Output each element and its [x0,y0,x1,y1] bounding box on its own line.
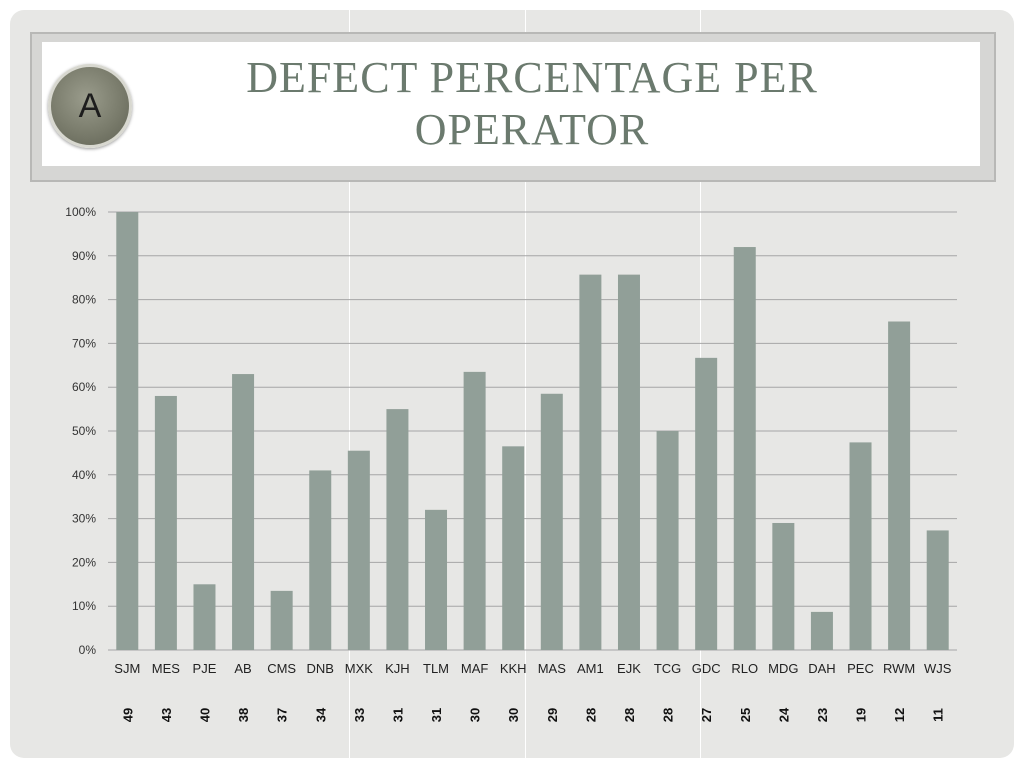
background-divider [349,10,350,758]
bar [425,509,448,650]
bar [270,590,293,650]
count-label: 33 [352,708,367,722]
bar [656,431,679,650]
y-tick-label: 50% [72,424,96,438]
bar [193,584,216,650]
count-label: 31 [390,708,405,722]
count-label: 12 [892,708,907,722]
count-label: 28 [661,708,676,722]
count-label: 37 [275,708,290,722]
x-tick-label: RWM [883,661,915,676]
count-label: 43 [159,708,174,722]
bar [386,409,409,650]
count-label: 11 [931,708,946,722]
y-tick-label: 20% [72,555,96,569]
x-tick-label: RLO [731,661,758,676]
bar [463,371,486,650]
x-tick-label: AB [234,661,251,676]
x-tick-label: PJE [193,661,217,676]
count-label: 23 [815,708,830,722]
count-label: 30 [506,708,521,722]
bar [540,393,563,650]
y-tick-label: 80% [72,293,96,307]
x-tick-label: TLM [423,661,449,676]
count-label: 19 [854,708,869,722]
bar [849,442,872,650]
x-tick-label: CMS [267,661,296,676]
bar [926,530,949,650]
bar [733,247,756,651]
bar [347,450,370,650]
x-tick-label: DNB [307,661,334,676]
bar [579,274,602,650]
y-tick-label: 40% [72,468,96,482]
y-tick-label: 70% [72,336,96,350]
bar [617,274,640,650]
count-label: 38 [236,708,251,722]
bar [772,522,795,650]
count-label: 24 [776,707,791,722]
bar [232,374,255,650]
slide: DEFECT PERCENTAGE PER OPERATOR A 0% 10% 20… [10,10,1014,758]
bar [116,212,139,650]
count-label: 30 [468,708,483,722]
count-label: 40 [197,708,212,722]
y-tick-label: 10% [72,599,96,613]
x-tick-label: EJK [617,661,641,676]
count-label: 28 [622,708,637,722]
title-frame: DEFECT PERCENTAGE PER OPERATOR [30,32,996,182]
count-label: 27 [699,708,714,722]
y-tick-label: 90% [72,249,96,263]
x-tick-label: MXK [345,661,374,676]
y-tick-label: 60% [72,380,96,394]
y-tick-label: 0% [79,643,97,657]
bar-chart: 0% 10% 20% 30% 40% 50% 60% 70% 80% 90% 100% SJM 49 ME… [65,205,957,722]
x-tick-label: GDC [692,661,721,676]
bar [888,321,911,650]
y-tick-label: 30% [72,512,96,526]
bar [309,470,332,650]
count-label: 34 [313,707,328,722]
x-tick-label: SJM [114,661,140,676]
x-tick-label: WJS [924,661,952,676]
count-label: 25 [738,708,753,722]
count-label: 29 [545,708,560,722]
x-tick-label: KKH [500,661,527,676]
background-divider [525,10,526,758]
section-badge: A [48,64,132,148]
x-tick-label: MDG [768,661,798,676]
x-tick-label: DAH [808,661,835,676]
page-title: DEFECT PERCENTAGE PER OPERATOR [246,53,818,154]
count-label: 31 [429,708,444,722]
bar [695,357,718,650]
title-box: DEFECT PERCENTAGE PER OPERATOR [42,42,980,166]
x-tick-label: KJH [385,661,410,676]
y-tick-label: 100% [65,205,96,219]
x-tick-label: MAS [538,661,567,676]
count-label: 28 [583,708,598,722]
bar [154,395,177,650]
x-tick-label: TCG [654,661,681,676]
x-tick-label: AM1 [577,661,604,676]
x-tick-label: MAF [461,661,489,676]
count-label: 49 [120,708,135,722]
x-tick-label: PEC [847,661,874,676]
bar [810,611,833,650]
bar [502,446,525,650]
x-tick-label: MES [152,661,181,676]
